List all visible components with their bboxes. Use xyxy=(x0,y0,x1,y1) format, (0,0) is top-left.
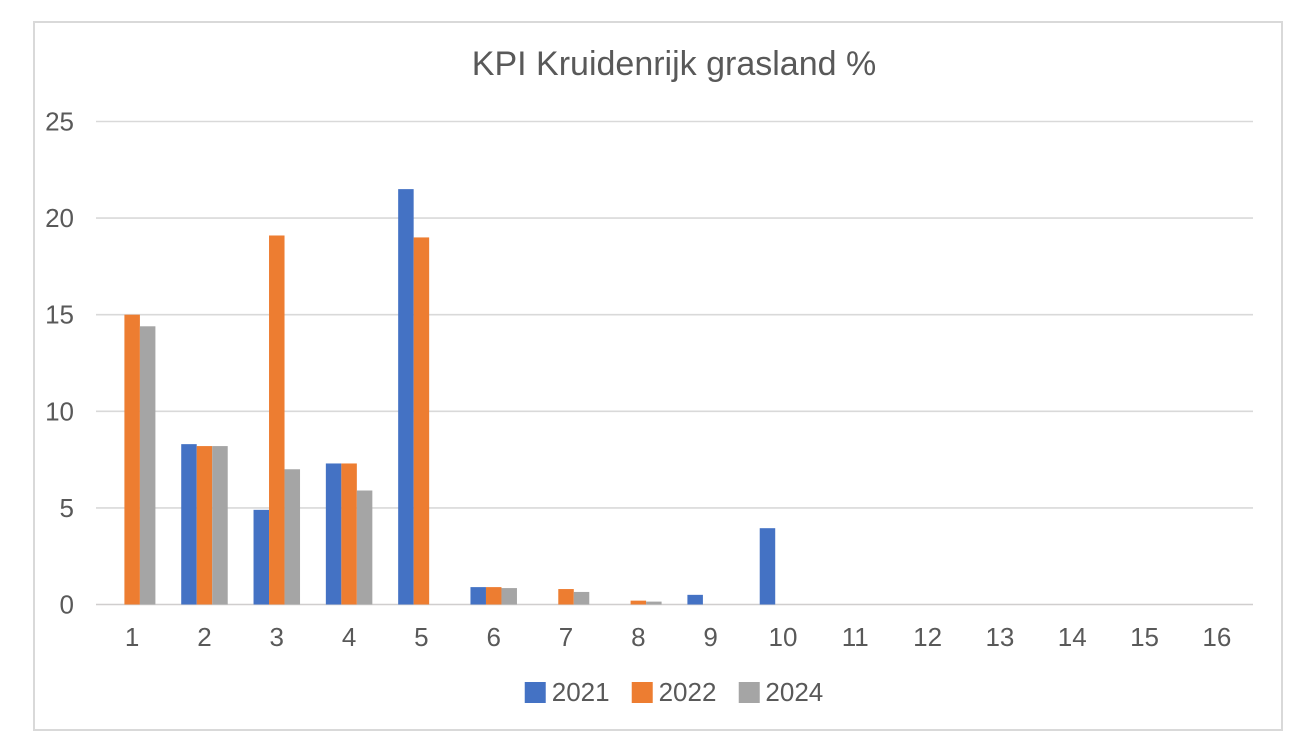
chart-title: KPI Kruidenrijk grasland % xyxy=(471,45,877,83)
x-tick-label-11: 11 xyxy=(842,622,869,652)
x-tick-label-15: 15 xyxy=(1130,622,1159,652)
x-tick-label-8: 8 xyxy=(631,622,645,652)
chart-legend: 2021 2022 2024 xyxy=(524,677,823,707)
x-tick-label-12: 12 xyxy=(913,622,942,652)
y-tick-label-10: 10 xyxy=(45,396,74,426)
bar-2024-cat3 xyxy=(284,469,301,605)
bar-2022-cat7 xyxy=(558,589,574,605)
bar-2021-cat3 xyxy=(253,509,270,605)
x-tick-label-3: 3 xyxy=(270,622,284,652)
legend-label-2024: 2024 xyxy=(765,677,824,707)
x-tick-label-16: 16 xyxy=(1202,622,1231,652)
bar-2022-cat3 xyxy=(269,235,285,605)
bar-2022-cat2 xyxy=(196,446,213,605)
x-tick-label-6: 6 xyxy=(486,622,500,652)
bar-2021-cat6 xyxy=(470,587,486,605)
x-tick-label-10: 10 xyxy=(769,622,798,652)
bar-2021-cat4 xyxy=(325,463,342,605)
legend-item-2024: 2024 xyxy=(738,679,823,705)
y-tick-label-15: 15 xyxy=(45,300,74,330)
legend-label-2022: 2022 xyxy=(658,677,717,707)
bar-2024-cat4 xyxy=(356,490,373,605)
bar-2021-cat2 xyxy=(181,444,197,605)
x-tick-label-5: 5 xyxy=(414,622,428,652)
x-tick-label-13: 13 xyxy=(985,622,1014,652)
bar-2024-cat6 xyxy=(501,588,517,605)
x-tick-label-14: 14 xyxy=(1058,622,1087,652)
x-tick-label-4: 4 xyxy=(342,622,356,652)
y-tick-label-25: 25 xyxy=(45,107,74,137)
bar-2024-cat7 xyxy=(573,591,590,605)
bar-2022-cat8 xyxy=(630,600,647,605)
legend-swatch-2024 xyxy=(738,681,760,703)
bar-2022-cat5 xyxy=(413,237,430,605)
x-tick-label-2: 2 xyxy=(197,622,211,652)
y-tick-label-20: 20 xyxy=(45,203,74,233)
x-tick-label-9: 9 xyxy=(703,622,717,652)
bar-2022-cat6 xyxy=(485,587,502,605)
x-tick-label-1: 1 xyxy=(125,622,139,652)
chart-frame xyxy=(33,21,1283,731)
legend-swatch-2021 xyxy=(524,681,546,703)
bar-2024-cat2 xyxy=(212,446,228,605)
legend-item-2021: 2021 xyxy=(524,677,610,707)
legend-label-2021: 2021 xyxy=(551,677,610,707)
bar-2024-cat8 xyxy=(646,601,662,605)
bar-2022-cat1 xyxy=(124,314,140,605)
y-tick-label-5: 5 xyxy=(60,493,74,523)
bar-2024-cat1 xyxy=(139,326,156,605)
x-tick-label-7: 7 xyxy=(559,622,573,652)
bar-2022-cat4 xyxy=(341,463,357,605)
bar-2021-cat5 xyxy=(398,189,414,605)
legend-item-2022: 2022 xyxy=(631,677,717,707)
y-tick-label-0: 0 xyxy=(60,590,74,620)
bar-2021-cat9 xyxy=(687,594,703,605)
legend-swatch-2022 xyxy=(631,681,653,703)
bar-2021-cat10 xyxy=(759,528,776,605)
